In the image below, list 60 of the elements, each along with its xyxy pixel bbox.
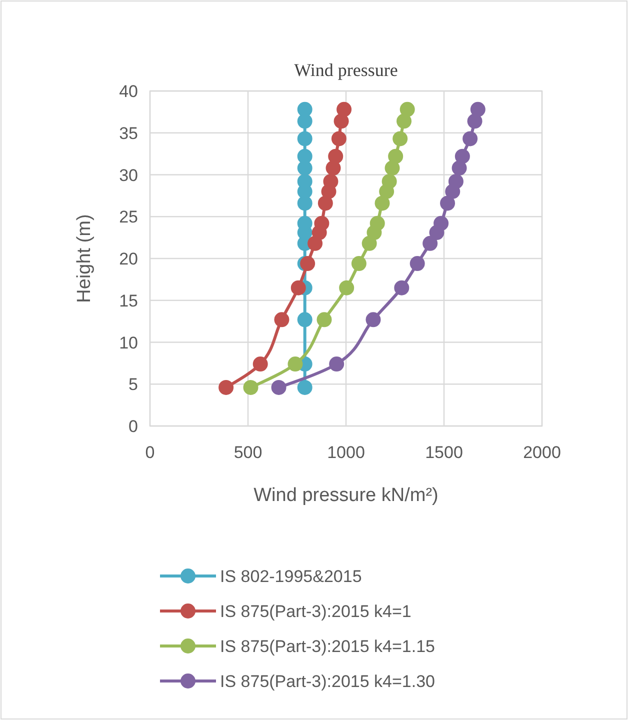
x-tick-label: 1500 (425, 443, 463, 462)
point (351, 256, 366, 272)
y-tick-label: 15 (119, 291, 138, 310)
point (448, 174, 464, 189)
x-tick-label: 0 (145, 443, 155, 462)
point (382, 174, 397, 189)
legend-label: IS 875(Part-3):2015 k4=1.15 (220, 637, 435, 656)
point (329, 356, 344, 372)
point (331, 131, 346, 146)
point (470, 102, 486, 117)
point (316, 312, 332, 328)
point (297, 148, 312, 164)
point (388, 148, 404, 164)
y-tick-label: 30 (119, 166, 138, 185)
chart-title: Wind pressure (294, 60, 398, 80)
point (297, 102, 312, 117)
point (454, 148, 470, 164)
point (288, 356, 303, 372)
point (252, 356, 268, 372)
legend-label: IS 875(Part-3):2015 k4=1 (220, 602, 412, 621)
point (271, 380, 286, 395)
legend-label: IS 875(Part-3):2015 k4=1.30 (220, 672, 435, 691)
y-tick-label: 5 (128, 375, 138, 394)
y-axis-title: Height (m) (74, 214, 95, 303)
point (297, 312, 312, 328)
point (410, 256, 425, 272)
point (323, 174, 338, 189)
point (462, 131, 478, 146)
point (300, 256, 316, 272)
point (274, 312, 290, 328)
point (370, 216, 385, 231)
point (394, 280, 410, 296)
x-tick-label: 500 (234, 443, 262, 462)
y-tick-label: 40 (119, 82, 138, 101)
point (336, 102, 352, 117)
y-tick-label: 35 (119, 124, 138, 143)
point (366, 312, 381, 328)
y-tick-label: 10 (119, 333, 138, 352)
point (218, 380, 234, 395)
point (243, 380, 258, 395)
point (440, 196, 456, 211)
point (374, 196, 390, 211)
point (422, 236, 438, 251)
point (328, 148, 344, 164)
point (400, 102, 415, 117)
point (297, 380, 312, 395)
y-tick-label: 25 (119, 208, 138, 227)
point (314, 216, 330, 231)
x-tick-label: 1000 (327, 443, 365, 462)
point (290, 280, 306, 296)
x-axis-title: Wind pressure kN/m²) (254, 485, 438, 506)
point (434, 216, 449, 231)
point (392, 131, 408, 146)
legend-label: IS 802-1995&2015 (220, 567, 362, 586)
x-tick-label: 2000 (523, 443, 561, 462)
y-tick-label: 20 (119, 250, 138, 268)
point (452, 160, 467, 176)
y-tick-label: 0 (128, 417, 138, 436)
point (297, 131, 312, 146)
point (339, 280, 354, 296)
